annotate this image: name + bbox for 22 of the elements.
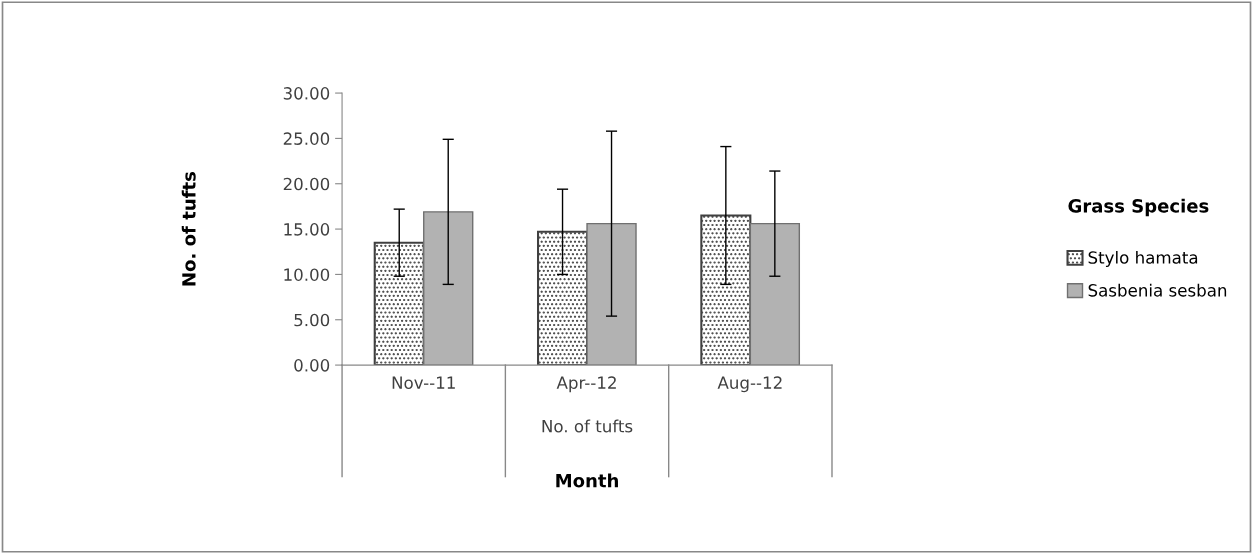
x-tick-label: Aug--12 [717,376,782,393]
y-tick-label: 20.00 [283,177,330,191]
y-tick-label: 15.00 [284,223,330,236]
text: No. of tufts [542,419,633,433]
bar [423,211,474,366]
legend-label: Stylo hamata [1088,250,1198,268]
bar [749,222,801,366]
x-tick-label: Nov--11 [392,376,455,389]
y-tick-label: 30.00 [283,87,330,100]
bar [700,214,752,366]
legend-title: Grass Species [1068,198,1209,217]
y-tick-label: 0.00 [294,359,330,372]
x-tick-label: Apr--12 [556,376,616,393]
bar [373,241,425,366]
y-tick-label: 5.00 [294,313,330,327]
legend-label: Sasbenia sesban [1088,283,1227,297]
x-axis-title: Month [556,473,618,488]
y-axis-title: No. of tufts [181,171,196,286]
y-tick-label: 25.00 [283,132,330,145]
bar [537,230,589,366]
bar [586,222,637,366]
y-tick-label: 10.00 [284,268,330,281]
